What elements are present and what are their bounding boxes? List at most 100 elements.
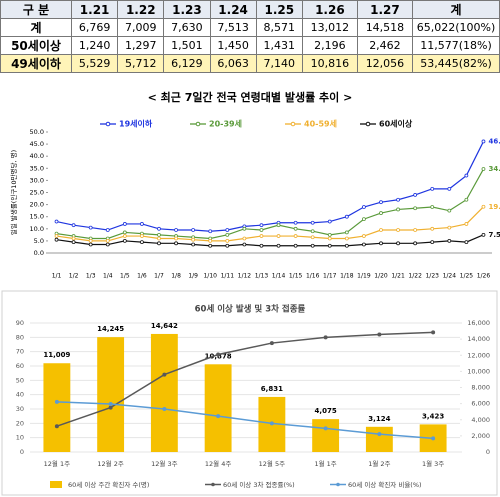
point-marker xyxy=(413,193,418,197)
series-line xyxy=(56,168,484,240)
point-marker xyxy=(259,243,264,248)
x-tick-label: 12월 2주 xyxy=(97,459,123,468)
bar xyxy=(43,363,71,452)
y2-tick-label: 0 xyxy=(486,448,490,456)
table-row: 계 6,769 7,009 7,630 7,513 8,571 13,012 14,518 65… xyxy=(0,18,500,37)
y-tick-label: 50.0 xyxy=(30,128,44,136)
legend-label: 60세 이상 3차 접종률(%) xyxy=(223,480,295,489)
point-marker xyxy=(293,243,298,248)
end-label: 19.1 xyxy=(488,203,500,211)
end-label: 34.7 xyxy=(488,165,500,173)
point-marker xyxy=(157,232,161,237)
point-marker xyxy=(208,238,213,243)
point-marker xyxy=(464,240,469,245)
point-marker xyxy=(208,229,213,234)
point-marker xyxy=(174,228,178,232)
y2-tick-label: 8,000 xyxy=(471,384,490,392)
table-cell: 2,462 xyxy=(356,36,414,55)
point-marker xyxy=(464,222,469,226)
y2-tick-label: 4,000 xyxy=(471,416,490,424)
table-cell: 8,571 xyxy=(255,18,303,37)
y-tick-label: 30 xyxy=(16,405,24,413)
point-marker xyxy=(216,352,221,357)
point-marker xyxy=(140,240,144,245)
point-marker xyxy=(396,197,400,202)
point-marker xyxy=(71,223,76,228)
table-cell: 계 xyxy=(412,0,500,19)
table-cell: 10,816 xyxy=(301,54,358,73)
point-marker xyxy=(108,405,113,410)
point-marker xyxy=(344,243,349,248)
y-tick-label: 20 xyxy=(16,419,24,427)
point-marker xyxy=(431,436,436,441)
point-marker xyxy=(293,220,298,225)
point-marker xyxy=(379,241,383,246)
y2-tick-label: 6,000 xyxy=(471,400,490,408)
point-marker xyxy=(71,236,76,241)
table-cell: 49세이하 xyxy=(0,54,72,73)
x-tick-label: 1/2 xyxy=(69,273,79,280)
point-marker xyxy=(276,223,281,228)
point-marker xyxy=(157,226,161,231)
x-tick-label: 1/18 xyxy=(340,273,354,280)
legend-marker xyxy=(211,482,215,487)
x-tick-label: 1/21 xyxy=(391,273,405,280)
end-label: 46.1 xyxy=(488,137,500,145)
x-tick-label: 1/19 xyxy=(357,273,371,280)
point-marker xyxy=(242,236,247,241)
point-marker xyxy=(105,238,110,243)
point-marker xyxy=(310,243,315,248)
x-tick-label: 1/9 xyxy=(188,273,198,280)
table-row: 구 분 1.21 1.22 1.23 1.24 1.25 1.26 1.27 계 xyxy=(0,0,500,19)
point-marker xyxy=(396,228,400,232)
point-marker xyxy=(54,399,59,404)
y-tick-label: 60 xyxy=(16,362,24,370)
summary-table: 구 분 1.21 1.22 1.23 1.24 1.25 1.26 1.27 계 계 6,769 7,… xyxy=(0,0,500,73)
point-marker xyxy=(162,372,167,377)
point-marker xyxy=(413,206,418,211)
y-tick-label: 50 xyxy=(16,376,24,384)
chart-title: 60세 이상 발생 및 3차 접종률 xyxy=(195,304,306,315)
table-cell: 1.22 xyxy=(117,0,165,19)
point-marker xyxy=(344,236,349,241)
point-marker xyxy=(344,214,349,219)
y-tick-label: 5.0 xyxy=(34,237,44,245)
x-tick-label: 1/13 xyxy=(255,273,269,280)
point-marker xyxy=(259,223,264,228)
y-tick-label: 10.0 xyxy=(30,225,44,233)
point-marker xyxy=(157,236,161,241)
y-tick-label: 40.0 xyxy=(30,152,44,160)
point-marker xyxy=(105,242,110,247)
point-marker xyxy=(225,232,230,237)
table-cell: 1,431 xyxy=(255,36,303,55)
point-marker xyxy=(481,204,486,209)
value-label: 4,075 xyxy=(315,407,337,415)
legend-marker xyxy=(365,121,371,127)
point-marker xyxy=(396,207,400,212)
point-marker xyxy=(88,242,93,247)
point-marker xyxy=(464,173,469,178)
point-marker xyxy=(216,414,221,419)
table-cell: 12,056 xyxy=(356,54,414,73)
point-marker xyxy=(379,211,383,215)
point-marker xyxy=(88,238,93,243)
x-tick-label: 1월 1주 xyxy=(314,459,336,468)
bar xyxy=(365,426,393,452)
point-marker xyxy=(481,167,486,171)
y-tick-label: 20.0 xyxy=(30,201,44,209)
y-tick-label: 80 xyxy=(16,333,24,341)
point-marker xyxy=(191,237,196,242)
point-marker xyxy=(447,238,452,243)
point-marker xyxy=(323,335,328,340)
legend-label: 60세 이상 확진자 비율(%) xyxy=(348,480,422,489)
legend-label: 60세 이상 주간 확진자 수(명) xyxy=(68,480,149,489)
point-marker xyxy=(362,234,366,238)
x-tick-label: 1/24 xyxy=(443,273,457,280)
point-marker xyxy=(122,238,127,243)
point-marker xyxy=(174,236,178,241)
point-marker xyxy=(447,208,452,213)
table-cell: 14,518 xyxy=(356,18,414,37)
point-marker xyxy=(54,219,59,224)
table-cell: 53,445(82%) xyxy=(412,54,500,73)
x-tick-label: 1월 3주 xyxy=(422,459,444,468)
